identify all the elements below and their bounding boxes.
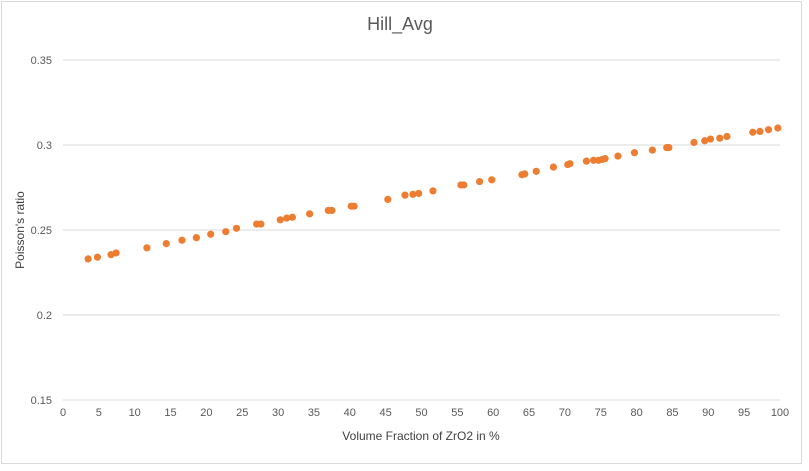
data-point (756, 127, 764, 135)
data-point (384, 195, 392, 203)
x-tick-label: 95 (738, 407, 750, 419)
y-tick-label: 0.3 (37, 140, 52, 152)
data-point (409, 190, 417, 198)
x-tick-label: 100 (771, 407, 789, 419)
y-tick-label: 0.35 (31, 55, 52, 67)
x-tick-label: 35 (308, 407, 320, 419)
data-point (207, 230, 215, 238)
data-point (460, 181, 468, 189)
x-tick-label: 5 (96, 407, 102, 419)
data-point (162, 240, 170, 248)
data-point (774, 124, 782, 132)
x-tick-label: 85 (666, 407, 678, 419)
data-point (222, 228, 230, 236)
data-point (521, 170, 529, 178)
data-point (401, 191, 409, 199)
data-point (178, 236, 186, 244)
data-point (84, 255, 92, 263)
data-point (288, 213, 297, 221)
x-tick-label: 10 (129, 407, 141, 419)
x-tick-label: 30 (272, 407, 284, 419)
data-points (84, 124, 782, 263)
data-point (192, 234, 200, 242)
data-point (532, 167, 540, 175)
data-point (112, 249, 120, 257)
x-tick-label: 20 (200, 407, 212, 419)
y-axis-title: Poisson's ratio (13, 191, 27, 269)
data-point (328, 206, 336, 215)
x-tick-label: 80 (630, 407, 642, 419)
data-point (701, 137, 709, 145)
gridlines (63, 59, 780, 401)
data-point (690, 138, 698, 147)
x-axis: 0 5 10 15 20 25 30 35 40 45 50 55 60 65 70 75 80 85 90 95 10… (60, 407, 789, 419)
data-point (582, 157, 591, 165)
data-point (764, 126, 773, 134)
x-tick-label: 45 (380, 407, 392, 419)
x-tick-label: 15 (164, 407, 176, 419)
data-point (549, 163, 558, 171)
data-point (716, 134, 724, 142)
x-axis-title: Volume Fraction of ZrO2 in % (342, 429, 500, 443)
data-point (566, 160, 574, 168)
x-tick-label: 75 (595, 407, 607, 419)
data-point (232, 224, 241, 232)
data-point (143, 244, 151, 252)
data-point (350, 202, 358, 210)
x-tick-label: 50 (415, 407, 427, 419)
data-point (415, 189, 423, 198)
y-tick-label: 0.15 (31, 395, 52, 407)
y-tick-label: 0.2 (37, 310, 52, 322)
data-point (630, 149, 639, 157)
y-axis: 0.15 0.2 0.25 0.3 0.35 (31, 55, 52, 407)
data-point (257, 220, 265, 228)
data-point (306, 210, 314, 218)
data-point (475, 177, 484, 186)
chart-frame (1, 1, 802, 464)
data-point (614, 152, 622, 160)
y-tick-label: 0.25 (31, 225, 52, 237)
x-tick-label: 25 (236, 407, 248, 419)
data-point (488, 176, 496, 184)
x-tick-label: 40 (344, 407, 356, 419)
data-point (276, 216, 284, 224)
chart-title: Hill_Avg (367, 14, 433, 35)
data-point (93, 253, 102, 261)
data-point (749, 128, 757, 136)
x-tick-label: 65 (523, 407, 535, 419)
x-tick-label: 90 (702, 407, 714, 419)
x-tick-label: 60 (487, 407, 499, 419)
data-point (589, 156, 598, 164)
data-point (648, 146, 656, 154)
data-point (665, 143, 673, 152)
data-point (723, 132, 731, 141)
x-tick-label: 0 (60, 407, 66, 419)
data-point (429, 187, 437, 195)
x-tick-label: 55 (451, 407, 463, 419)
data-point (706, 135, 715, 143)
data-point (283, 214, 291, 222)
x-tick-label: 70 (559, 407, 571, 419)
data-point (601, 155, 609, 163)
